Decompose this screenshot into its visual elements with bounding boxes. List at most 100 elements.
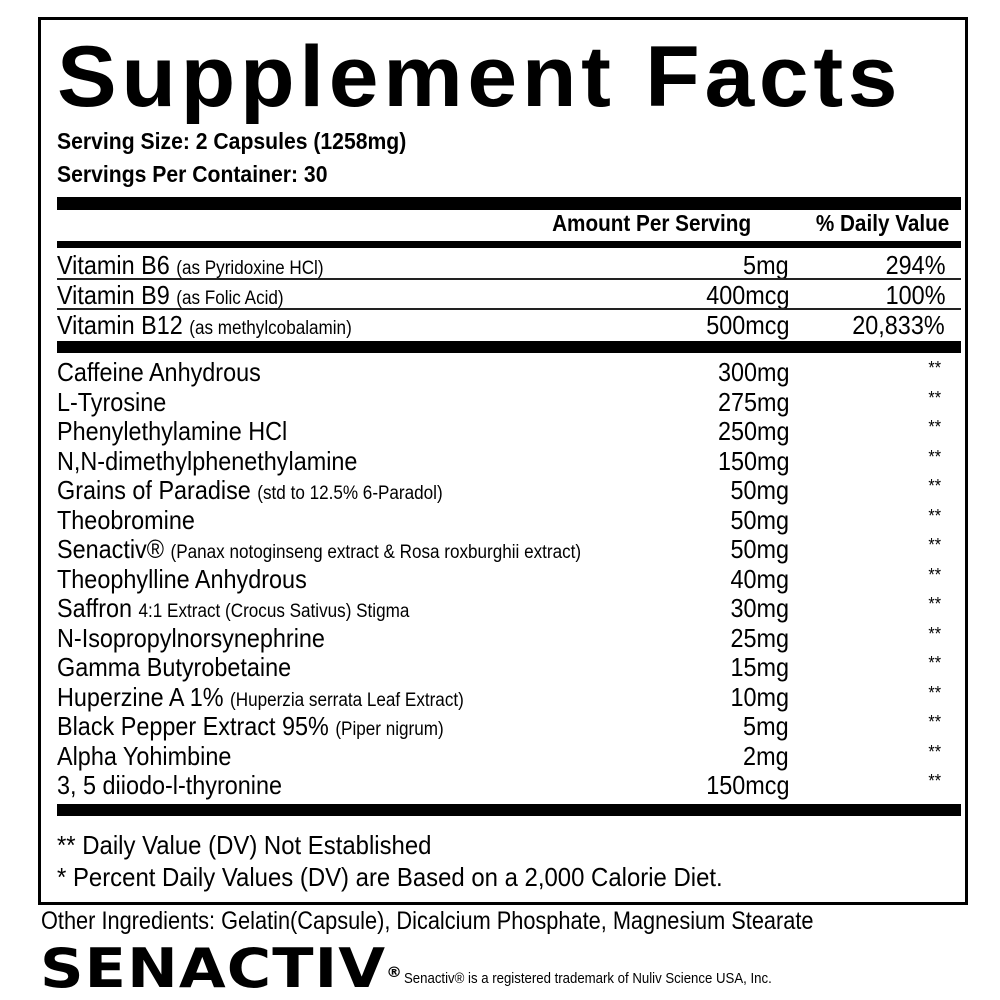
nutrient-label: Theophylline Anhydrous [57, 563, 307, 594]
nutrient-name: Senactiv® (Panax notoginseng extract & R… [57, 534, 581, 568]
nutrient-detail: (as Pyridoxine HCl) [176, 258, 324, 279]
amount-header: Amount Per Serving [552, 210, 751, 236]
nutrient-amount: 15mg [730, 652, 789, 682]
nutrient-name: Black Pepper Extract 95% (Piper nigrum) [57, 711, 444, 745]
nutrient-label: N,N-dimethylphenethylamine [57, 445, 358, 476]
nutrient-row: Alpha Yohimbine 2mg ** [57, 741, 961, 771]
nutrient-row: Vitamin B12 (as methylcobalamin) 500mcg … [57, 310, 961, 340]
nutrient-name: N-Isopropylnorsynephrine [57, 623, 325, 657]
trademark-notice: Senactiv® is a registered trademark of N… [404, 970, 772, 987]
nutrient-name: 3, 5 diiodo-l-thyronine [57, 770, 282, 804]
nutrient-amount: 150mcg [705, 770, 789, 800]
thick-divider [57, 341, 961, 353]
thin-divider [57, 308, 961, 310]
nutrient-amount: 25mg [730, 622, 789, 653]
nutrient-row: Huperzine A 1% (Huperzia serrata Leaf Ex… [57, 682, 961, 712]
thick-divider [57, 804, 961, 816]
nutrient-daily-value: ** [928, 446, 941, 467]
nutrient-name: Phenylethylamine HCl [57, 416, 287, 450]
dv-header: % Daily Value [815, 210, 949, 236]
nutrient-label: Senactiv® [57, 534, 165, 564]
supplement-facts-panel: Supplement Facts Serving Size: 2 Capsule… [38, 17, 968, 905]
nutrient-name: Gamma Butyrobetaine [57, 652, 291, 686]
nutrient-amount: 50mg [730, 475, 789, 505]
nutrient-daily-value: ** [928, 594, 941, 614]
other-ingredients: Other Ingredients: Gelatin(Capsule), Dic… [41, 907, 814, 935]
nutrient-amount: 250mg [717, 416, 789, 446]
nutrient-amount: 5mg [743, 250, 789, 280]
nutrient-amount: 50mg [730, 534, 789, 564]
nutrient-label: Caffeine Anhydrous [57, 357, 261, 387]
nutrient-amount: 500mcg [705, 310, 789, 340]
nutrient-daily-value: ** [928, 535, 941, 555]
nutrient-row: Senactiv® (Panax notoginseng extract & R… [57, 534, 961, 564]
nutrient-daily-value: 100% [885, 280, 945, 310]
nutrient-label: Huperzine A 1% [57, 681, 224, 712]
nutrient-row: Vitamin B9 (as Folic Acid) 400mcg 100% [57, 280, 961, 310]
panel-title: Supplement Facts [57, 29, 903, 125]
nutrient-detail: (Panax notoginseng extract & Rosa roxbur… [170, 542, 582, 563]
serving-size: Serving Size: 2 Capsules (1258mg) [57, 128, 407, 154]
nutrient-daily-value: ** [928, 358, 941, 378]
nutrient-label: Phenylethylamine HCl [57, 416, 288, 446]
nutrient-name: Saffron 4:1 Extract (Crocus Sativus) Sti… [57, 593, 409, 627]
nutrient-label: 3, 5 diiodo-l-thyronine [57, 770, 283, 800]
nutrient-daily-value: ** [928, 712, 941, 732]
nutrient-detail: (std to 12.5% 6-Paradol) [257, 483, 443, 504]
thick-divider [57, 197, 961, 210]
nutrient-label: N-Isopropylnorsynephrine [57, 622, 325, 653]
footnote-dv-not-established: ** Daily Value (DV) Not Established [57, 830, 432, 860]
nutrient-label: Theobromine [57, 504, 195, 535]
nutrient-name: Vitamin B6 (as Pyridoxine HCl) [57, 250, 324, 284]
nutrient-detail: (as methylcobalamin) [189, 318, 352, 339]
registered-mark: ® [386, 965, 404, 981]
nutrient-daily-value: ** [928, 476, 941, 496]
nutrient-row: Theobromine 50mg ** [57, 505, 961, 535]
nutrient-row: Phenylethylamine HCl 250mg ** [57, 416, 961, 446]
nutrient-label: Black Pepper Extract 95% [57, 711, 329, 741]
nutrient-amount: 400mcg [705, 280, 789, 310]
logo-text: SENACTIV [40, 937, 387, 1000]
nutrient-row: Black Pepper Extract 95% (Piper nigrum) … [57, 711, 961, 741]
nutrient-label: Vitamin B6 [57, 250, 170, 280]
footnote-percent-dv: * Percent Daily Values (DV) are Based on… [57, 862, 723, 892]
nutrient-label: Vitamin B12 [57, 310, 183, 340]
nutrient-amount: 300mg [717, 357, 789, 387]
nutrient-daily-value: ** [928, 653, 941, 673]
nutrient-amount: 2mg [743, 740, 789, 771]
nutrient-daily-value: ** [928, 682, 941, 703]
nutrient-name: Vitamin B9 (as Folic Acid) [57, 280, 284, 314]
nutrient-row: Theophylline Anhydrous 40mg ** [57, 564, 961, 594]
nutrient-row: Gamma Butyrobetaine 15mg ** [57, 652, 961, 682]
nutrient-name: Alpha Yohimbine [57, 741, 231, 775]
nutrient-amount: 40mg [730, 563, 789, 594]
medium-divider [57, 241, 961, 248]
nutrient-amount: 50mg [730, 504, 789, 535]
nutrient-name: L-Tyrosine [57, 387, 166, 421]
nutrient-name: Vitamin B12 (as methylcobalamin) [57, 310, 352, 344]
nutrient-row: L-Tyrosine 275mg ** [57, 387, 961, 417]
nutrient-daily-value: ** [928, 387, 941, 408]
nutrient-detail: 4:1 Extract (Crocus Sativus) Stigma [138, 601, 410, 622]
nutrient-row: Grains of Paradise (std to 12.5% 6-Parad… [57, 475, 961, 505]
nutrient-daily-value: ** [928, 623, 941, 644]
nutrient-row: N-Isopropylnorsynephrine 25mg ** [57, 623, 961, 653]
senactiv-logo: SENACTIV® [40, 942, 404, 996]
nutrient-amount: 30mg [730, 593, 789, 623]
nutrient-row: 3, 5 diiodo-l-thyronine 150mcg ** [57, 770, 961, 800]
nutrient-label: L-Tyrosine [57, 386, 167, 417]
nutrient-name: N,N-dimethylphenethylamine [57, 446, 357, 480]
nutrient-daily-value: ** [928, 417, 941, 437]
nutrient-daily-value: ** [928, 771, 941, 791]
nutrient-row: Saffron 4:1 Extract (Crocus Sativus) Sti… [57, 593, 961, 623]
nutrient-row: Caffeine Anhydrous 300mg ** [57, 357, 961, 387]
nutrient-label: Grains of Paradise [57, 475, 251, 505]
nutrient-amount: 10mg [730, 681, 789, 712]
nutrient-label: Gamma Butyrobetaine [57, 652, 292, 682]
nutrient-detail: (Piper nigrum) [335, 719, 444, 740]
nutrient-name: Grains of Paradise (std to 12.5% 6-Parad… [57, 475, 443, 509]
nutrient-label: Alpha Yohimbine [57, 740, 232, 771]
nutrient-label: Saffron [57, 593, 133, 623]
nutrient-daily-value: ** [928, 564, 941, 585]
nutrient-row: Vitamin B6 (as Pyridoxine HCl) 5mg 294% [57, 250, 961, 280]
